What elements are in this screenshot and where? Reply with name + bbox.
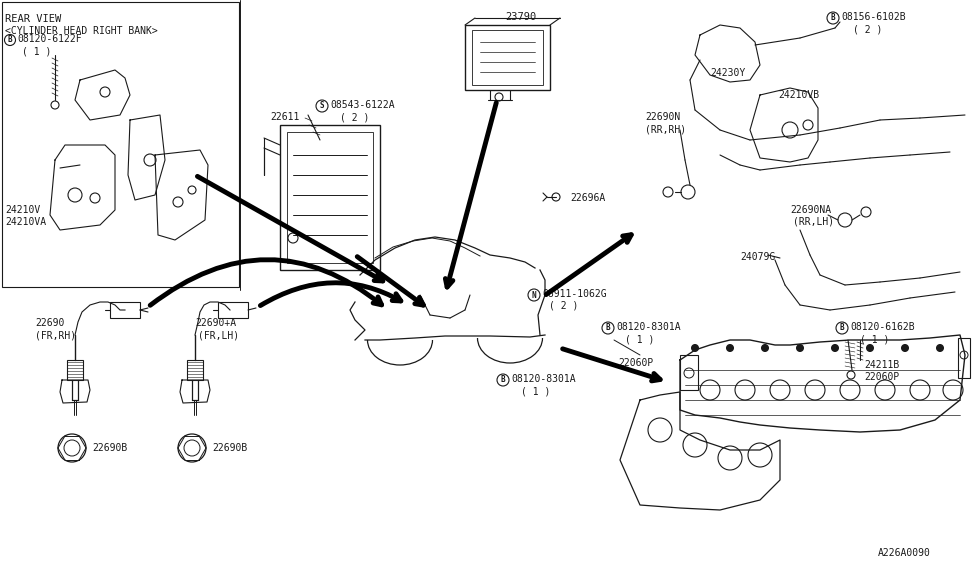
Circle shape (937, 345, 944, 351)
Text: 08120-8301A: 08120-8301A (616, 322, 681, 332)
Bar (472, 30, 543, 85)
Text: B: B (839, 324, 844, 332)
Circle shape (902, 345, 909, 351)
Bar (218, 302, 248, 318)
Text: (RR,LH): (RR,LH) (793, 217, 835, 227)
Text: ( 2 ): ( 2 ) (340, 112, 370, 122)
Bar (110, 302, 140, 318)
Bar (958, 338, 970, 378)
Text: 24210VA: 24210VA (5, 217, 46, 227)
Bar (280, 125, 380, 270)
Circle shape (867, 345, 874, 351)
Text: B: B (831, 14, 836, 23)
Bar (680, 355, 698, 390)
Circle shape (797, 345, 803, 351)
Text: 22611: 22611 (270, 112, 299, 122)
Text: 08120-6122F: 08120-6122F (17, 34, 82, 44)
Text: (FR,LH): (FR,LH) (198, 330, 239, 340)
Text: B: B (8, 36, 13, 45)
Bar (2, 2, 239, 287)
Text: 08120-6162B: 08120-6162B (850, 322, 915, 332)
Text: 24210VB: 24210VB (778, 90, 819, 100)
Text: 22690NA: 22690NA (790, 205, 831, 215)
Bar (465, 25, 550, 90)
Text: 22690+A: 22690+A (195, 318, 236, 328)
Text: 23790: 23790 (505, 12, 536, 22)
Text: N: N (531, 290, 536, 299)
Bar (287, 132, 373, 263)
Text: ( 2 ): ( 2 ) (549, 301, 578, 311)
Text: ( 1 ): ( 1 ) (625, 334, 654, 344)
Text: (FR,RH): (FR,RH) (35, 330, 76, 340)
Text: REAR VIEW: REAR VIEW (5, 14, 61, 24)
Circle shape (691, 345, 698, 351)
Circle shape (832, 345, 838, 351)
Text: <CYLINDER HEAD RIGHT BANK>: <CYLINDER HEAD RIGHT BANK> (5, 26, 158, 36)
Text: ( 2 ): ( 2 ) (853, 24, 882, 34)
Text: 22690: 22690 (35, 318, 64, 328)
Text: ( 1 ): ( 1 ) (521, 386, 550, 396)
Text: ( 1 ): ( 1 ) (22, 46, 52, 56)
Text: A226A0090: A226A0090 (878, 548, 931, 558)
Text: 24230Y: 24230Y (710, 68, 745, 78)
Bar (187, 360, 203, 380)
Text: (RR,RH): (RR,RH) (645, 124, 686, 134)
Text: 22690N: 22690N (645, 112, 681, 122)
Text: 24210V: 24210V (5, 205, 40, 215)
Text: ( 1 ): ( 1 ) (860, 334, 889, 344)
Text: B: B (605, 324, 610, 332)
Circle shape (726, 345, 733, 351)
Text: 24211B: 24211B (864, 360, 899, 370)
Text: 22060P: 22060P (618, 358, 653, 368)
Text: 22690B: 22690B (92, 443, 128, 453)
Text: 08120-8301A: 08120-8301A (511, 374, 575, 384)
Bar (67, 360, 83, 380)
Text: B: B (501, 375, 505, 384)
Text: 22690B: 22690B (212, 443, 248, 453)
Text: 22696A: 22696A (570, 193, 605, 203)
Text: S: S (320, 101, 325, 110)
Text: 08911-1062G: 08911-1062G (542, 289, 606, 299)
Text: 22060P: 22060P (864, 372, 899, 382)
Text: 08156-6102B: 08156-6102B (841, 12, 906, 22)
Circle shape (761, 345, 768, 351)
Text: 08543-6122A: 08543-6122A (330, 100, 395, 110)
Text: 24079G: 24079G (740, 252, 775, 262)
